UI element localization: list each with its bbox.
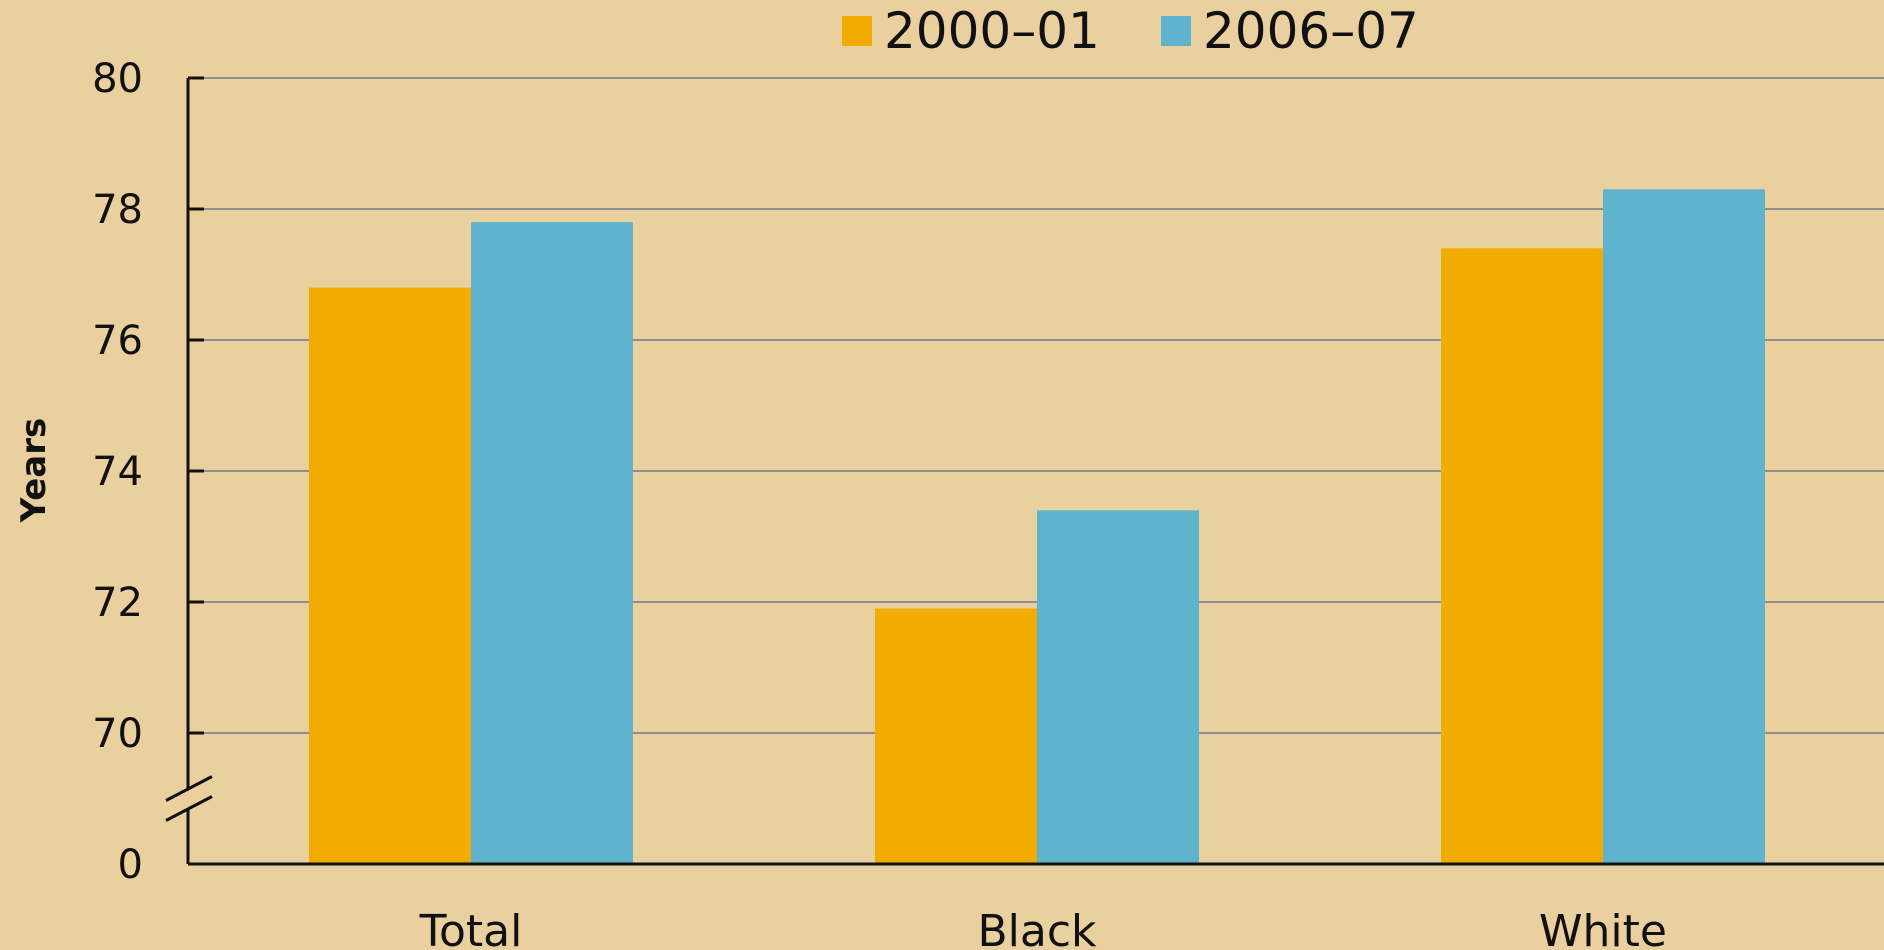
- y-ticks: 80 78 76 74 72 70 0: [92, 56, 204, 888]
- bar-total-series-1: [309, 287, 471, 865]
- legend-swatch: [1161, 16, 1191, 46]
- bars: [309, 189, 1765, 865]
- legend: 2000–01 2006–07: [842, 2, 1419, 60]
- axis-break-gap: [182, 788, 194, 809]
- y-axis-title: Years: [14, 418, 54, 524]
- y-tick-label: 80: [92, 56, 143, 102]
- x-category-label: Total: [419, 906, 523, 950]
- bar-white-series-1: [1441, 248, 1603, 865]
- y-tick-label: 72: [92, 580, 143, 626]
- y-tick-label: 74: [92, 449, 143, 495]
- legend-swatch: [842, 16, 872, 46]
- legend-label: 2006–07: [1203, 2, 1419, 60]
- axis-break-slash: [165, 775, 213, 802]
- legend-label: 2000–01: [884, 2, 1100, 60]
- y-tick-label: 76: [92, 318, 143, 364]
- bar-total-series-2: [471, 222, 633, 865]
- x-category-label: Black: [977, 906, 1097, 950]
- bar-black-series-1: [875, 608, 1037, 864]
- y-tick-label: 78: [92, 187, 143, 233]
- bar-black-series-2: [1037, 510, 1199, 864]
- bar-white-series-2: [1603, 189, 1765, 865]
- y-tick-label: 0: [118, 842, 143, 888]
- y-tick-label: 70: [92, 711, 143, 757]
- axis-break-mark: [165, 775, 213, 822]
- x-category-label: White: [1539, 906, 1667, 950]
- axis-break-slash: [165, 795, 213, 822]
- x-category-labels: Total Black White: [419, 906, 1667, 950]
